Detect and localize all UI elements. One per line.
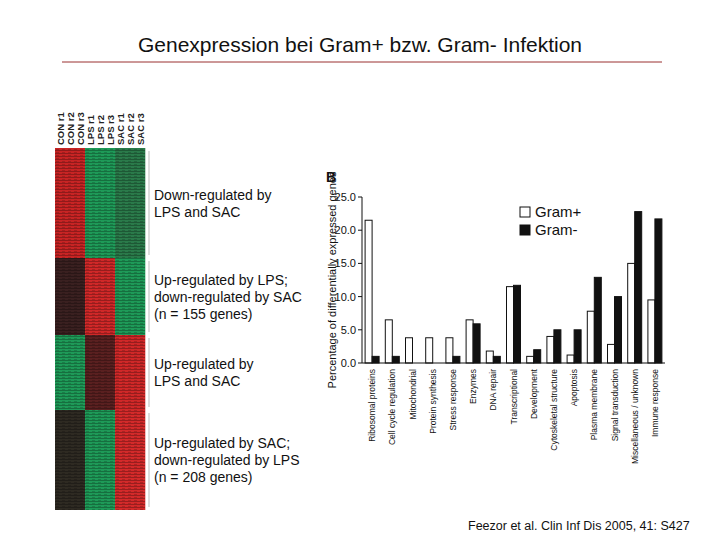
bar bbox=[554, 330, 561, 363]
cluster-label: LPS and SAC bbox=[154, 373, 240, 389]
bar bbox=[507, 287, 514, 363]
y-tick bbox=[358, 230, 362, 231]
cluster-bracket bbox=[149, 338, 150, 407]
bar bbox=[534, 350, 541, 363]
x-tick-label: Transcriptional bbox=[509, 369, 519, 425]
bar bbox=[453, 356, 460, 363]
x-tick-label: Miscellaneous / unknown bbox=[630, 369, 640, 464]
y-tick-label: 0.0 bbox=[341, 357, 356, 369]
title-rule bbox=[62, 62, 662, 63]
heatmap-texture bbox=[55, 148, 145, 258]
x-tick-label: Signal transduction bbox=[610, 369, 620, 442]
y-tick-label: 15.0 bbox=[335, 257, 356, 269]
x-tick-label: Apoptosis bbox=[569, 369, 579, 406]
cluster-bracket bbox=[149, 261, 150, 332]
bar bbox=[426, 338, 433, 363]
x-tick-label: Protein synthesis bbox=[428, 369, 438, 434]
bar bbox=[486, 351, 493, 363]
legend-swatch bbox=[520, 207, 530, 217]
cluster-label: (n = 208 genes) bbox=[154, 469, 252, 485]
bar bbox=[527, 356, 534, 363]
bar bbox=[514, 285, 521, 363]
citation: Feezor et al. Clin Inf Dis 2005, 41: S42… bbox=[468, 519, 690, 533]
bar bbox=[493, 356, 500, 363]
bar bbox=[608, 344, 615, 363]
bar bbox=[574, 330, 581, 363]
bar bbox=[648, 300, 655, 363]
bar bbox=[365, 220, 372, 363]
heatmap-texture bbox=[55, 335, 145, 410]
cluster-label: Up-regulated by LPS; bbox=[154, 272, 288, 288]
y-axis-label: Percentage of differentially expressed g… bbox=[326, 171, 338, 388]
bar bbox=[655, 219, 662, 363]
legend-label: Gram+ bbox=[535, 203, 582, 220]
bar bbox=[392, 356, 399, 363]
cluster-label: down-regulated by LPS bbox=[154, 452, 300, 468]
heatmap-texture bbox=[55, 258, 145, 335]
x-tick-label: Enzymes bbox=[468, 369, 478, 404]
y-tick-label: 5.0 bbox=[341, 324, 356, 336]
y-tick bbox=[358, 197, 362, 198]
cluster-label: Down-regulated by bbox=[154, 187, 272, 203]
bar bbox=[567, 355, 574, 363]
bar bbox=[466, 320, 473, 363]
bar bbox=[628, 263, 635, 363]
cluster-bracket bbox=[149, 413, 150, 507]
y-tick bbox=[358, 263, 362, 264]
x-tick-label: Ribosomal proteins bbox=[367, 369, 377, 442]
legend-label: Gram- bbox=[535, 221, 578, 238]
heatmap-column-label: SAC r3 bbox=[135, 113, 146, 145]
cluster-bracket bbox=[149, 151, 150, 255]
legend-swatch bbox=[520, 225, 530, 235]
cluster-label: (n = 155 genes) bbox=[154, 306, 252, 322]
cluster-label: Up-regulated by bbox=[154, 356, 254, 372]
slide-title: Genexpression bei Gram+ bzw. Gram- Infek… bbox=[138, 33, 582, 56]
heatmap-texture bbox=[55, 410, 145, 510]
bar bbox=[587, 311, 594, 363]
bar bbox=[547, 336, 554, 363]
bar bbox=[406, 338, 413, 363]
y-tick-label: 25.0 bbox=[335, 191, 356, 203]
bar bbox=[372, 356, 379, 363]
cluster-label: LPS and SAC bbox=[154, 204, 240, 220]
bar bbox=[615, 297, 622, 363]
cluster-label: down-regulated by SAC bbox=[154, 289, 302, 305]
y-tick bbox=[358, 363, 362, 364]
x-tick-label: Immune response bbox=[650, 369, 660, 437]
cluster-label: Up-regulated by SAC; bbox=[154, 435, 290, 451]
y-tick-label: 10.0 bbox=[335, 291, 356, 303]
x-tick-label: DNA repair bbox=[488, 369, 498, 411]
slide: Genexpression bei Gram+ bzw. Gram- Infek… bbox=[0, 0, 720, 540]
bar bbox=[446, 338, 453, 363]
x-tick-label: Stress response bbox=[448, 369, 458, 431]
y-tick-label: 20.0 bbox=[335, 224, 356, 236]
x-tick-label: Mitochondrial bbox=[408, 369, 418, 420]
bar bbox=[385, 320, 392, 363]
x-axis bbox=[362, 363, 665, 364]
y-axis bbox=[362, 197, 363, 363]
y-tick bbox=[358, 296, 362, 297]
bar bbox=[473, 324, 480, 363]
x-tick-label: Development bbox=[529, 368, 539, 419]
x-tick-label: Plasma membrane bbox=[589, 369, 599, 441]
bar bbox=[635, 212, 642, 363]
x-tick-label: Cytoskeletal structure bbox=[549, 369, 559, 451]
y-tick bbox=[358, 329, 362, 330]
bars bbox=[365, 212, 662, 363]
x-tick-label: Cell cycle regulation bbox=[387, 369, 397, 445]
bar bbox=[594, 277, 601, 363]
